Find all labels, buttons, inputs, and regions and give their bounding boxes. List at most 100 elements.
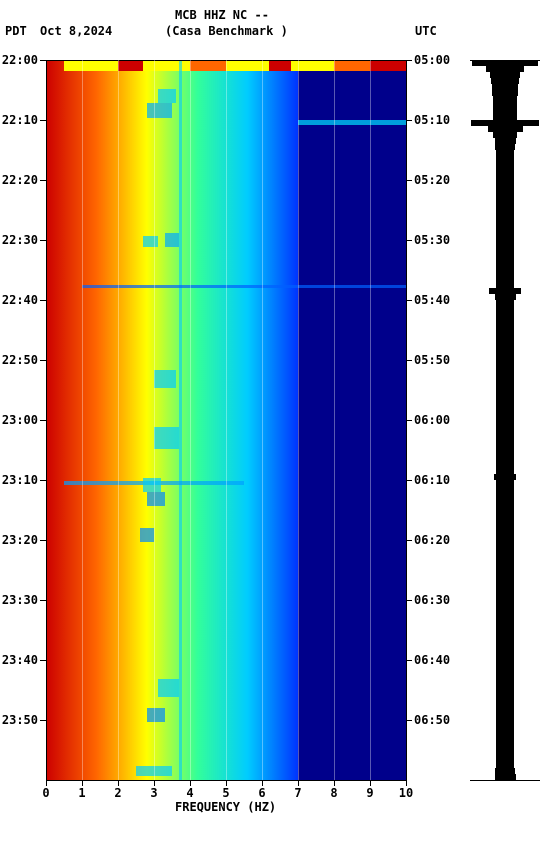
freq-gridline (226, 60, 227, 780)
y-label-right: 06:30 (414, 593, 450, 607)
y-tick-left (40, 600, 46, 601)
y-label-right: 05:30 (414, 233, 450, 247)
y-label-left: 23:10 (2, 473, 38, 487)
spectro-blotch (158, 679, 180, 697)
x-tick-label: 1 (78, 786, 85, 800)
freq-gridline (298, 60, 299, 780)
y-tick-left (40, 360, 46, 361)
y-tick-left (40, 300, 46, 301)
freq-gridline (154, 60, 155, 780)
spectro-top-seg (118, 60, 143, 71)
x-tick-label: 5 (222, 786, 229, 800)
y-tick-left (40, 540, 46, 541)
y-label-right: 05:40 (414, 293, 450, 307)
y-tick-left (40, 480, 46, 481)
y-tick-left (40, 720, 46, 721)
station-code: MCB HHZ NC -- (175, 8, 269, 22)
y-label-right: 06:00 (414, 413, 450, 427)
spectro-blotch (147, 103, 172, 117)
y-tick-right (406, 660, 412, 661)
y-tick-left (40, 60, 46, 61)
y-tick-left (40, 180, 46, 181)
spectro-lowfreq-band (46, 60, 298, 780)
freq-gridline (190, 60, 191, 780)
y-tick-right (406, 360, 412, 361)
spectro-blotch (158, 89, 176, 103)
seismo-top-line (470, 60, 540, 61)
spectro-top-seg (190, 60, 226, 71)
x-tick-label: 7 (294, 786, 301, 800)
spectro-top-seg (370, 60, 406, 71)
y-label-left: 23:40 (2, 653, 38, 667)
freq-gridline (334, 60, 335, 780)
y-tick-left (40, 660, 46, 661)
tz-left: PDT (5, 24, 27, 38)
spectro-top-seg (143, 60, 190, 71)
y-label-right: 05:20 (414, 173, 450, 187)
spectro-top-seg (64, 60, 118, 71)
x-tick-label: 4 (186, 786, 193, 800)
y-tick-right (406, 60, 412, 61)
x-tick-label: 2 (114, 786, 121, 800)
y-tick-right (406, 600, 412, 601)
y-label-left: 22:50 (2, 353, 38, 367)
spectro-blotch (154, 370, 176, 388)
spectro-blotch (165, 233, 179, 247)
y-label-right: 05:00 (414, 53, 450, 67)
spectro-persistent-line (179, 60, 182, 780)
spectro-top-seg (269, 60, 291, 71)
y-label-left: 22:00 (2, 53, 38, 67)
spectro-blotch (154, 427, 179, 449)
x-tick-label: 10 (399, 786, 413, 800)
y-label-left: 23:50 (2, 713, 38, 727)
y-tick-right (406, 120, 412, 121)
y-tick-right (406, 240, 412, 241)
y-tick-right (406, 540, 412, 541)
y-label-left: 22:20 (2, 173, 38, 187)
spectro-blotch (143, 236, 157, 247)
x-tick-label: 8 (330, 786, 337, 800)
station-name: (Casa Benchmark ) (165, 24, 288, 38)
y-tick-right (406, 480, 412, 481)
y-label-right: 05:50 (414, 353, 450, 367)
y-label-left: 23:20 (2, 533, 38, 547)
x-tick-label: 6 (258, 786, 265, 800)
y-label-left: 23:30 (2, 593, 38, 607)
y-label-left: 22:40 (2, 293, 38, 307)
freq-gridline (262, 60, 263, 780)
x-tick-label: 0 (42, 786, 49, 800)
spectro-blotch (140, 528, 154, 542)
y-tick-left (40, 120, 46, 121)
header-date: Oct 8,2024 (40, 24, 112, 38)
freq-gridline (370, 60, 371, 780)
spectro-hstreak (298, 120, 406, 124)
spectro-top-seg (334, 60, 370, 71)
y-label-left: 23:00 (2, 413, 38, 427)
y-label-right: 06:50 (414, 713, 450, 727)
y-tick-right (406, 300, 412, 301)
x-axis-title: FREQUENCY (HZ) (175, 800, 276, 814)
seismogram-panel (470, 60, 540, 780)
y-axis-left-line (46, 60, 47, 780)
seismo-bottom-line (470, 780, 540, 781)
y-tick-right (406, 180, 412, 181)
spectro-blotch (147, 708, 165, 722)
y-label-right: 06:40 (414, 653, 450, 667)
y-tick-right (406, 720, 412, 721)
y-tick-left (40, 240, 46, 241)
x-tick-label: 3 (150, 786, 157, 800)
spectro-hstreak (82, 285, 406, 288)
y-label-left: 22:10 (2, 113, 38, 127)
freq-gridline (82, 60, 83, 780)
y-label-right: 06:10 (414, 473, 450, 487)
freq-gridline (118, 60, 119, 780)
y-label-right: 05:10 (414, 113, 450, 127)
x-tick-label: 9 (366, 786, 373, 800)
y-tick-left (40, 420, 46, 421)
spectro-blotch (143, 478, 161, 492)
y-tick-right (406, 420, 412, 421)
spectro-blotch (147, 492, 165, 506)
tz-right: UTC (415, 24, 437, 38)
y-label-right: 06:20 (414, 533, 450, 547)
y-label-left: 22:30 (2, 233, 38, 247)
